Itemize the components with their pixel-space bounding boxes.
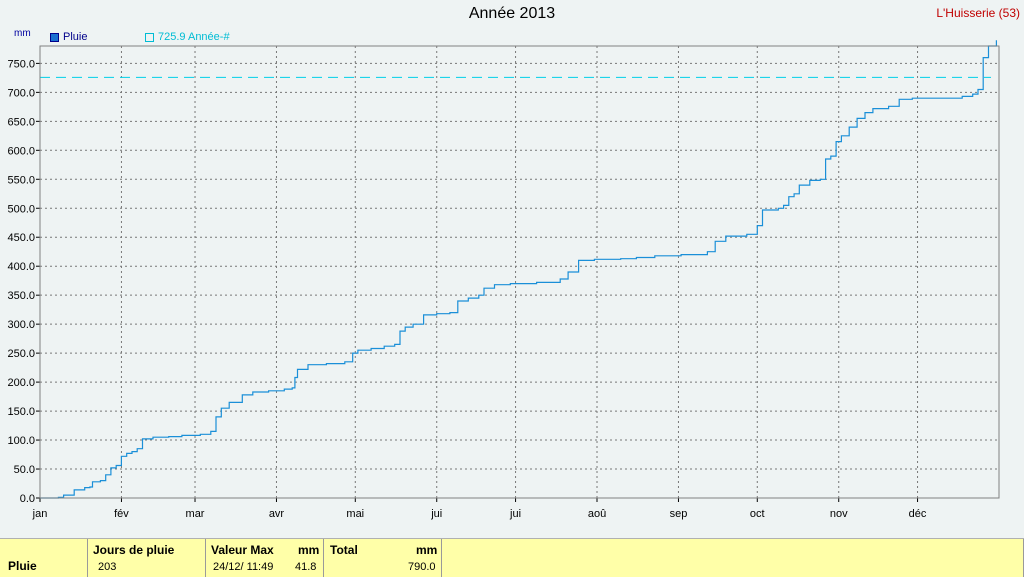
x-tick-label: oct xyxy=(750,508,765,520)
cumulative-rain-chart: 0.0 50.0 100.0 150.0 200.0 250.0 300.0 350.0 400… xyxy=(7,40,1000,520)
x-tick-label: fév xyxy=(114,508,129,520)
y-tick-label: 450.0 xyxy=(7,232,35,244)
total-unit: mm xyxy=(416,543,438,557)
y-tick-label: 50.0 xyxy=(14,464,35,476)
y-tick-label: 250.0 xyxy=(7,348,35,360)
max-header: Valeur Max xyxy=(211,543,274,557)
legend-average[interactable]: 725.9 Année-# xyxy=(145,31,230,43)
legend-average-label: 725.9 Année-# xyxy=(158,31,230,43)
summary-row-label-cell: Pluie xyxy=(0,539,88,577)
y-tick-label: 500.0 xyxy=(7,203,35,215)
series-layer xyxy=(40,40,997,499)
y-tick-label: 600.0 xyxy=(7,145,35,157)
summary-row-label: Pluie xyxy=(8,559,37,573)
y-tick-label: 300.0 xyxy=(7,319,35,331)
legend-rain[interactable]: Pluie xyxy=(50,31,87,43)
x-tick-label: sep xyxy=(670,508,688,520)
plot-area xyxy=(39,45,1000,499)
y-tick-label: 350.0 xyxy=(7,290,35,302)
y-tick-label: 750.0 xyxy=(7,58,35,70)
y-tick-label: 0.0 xyxy=(20,493,35,505)
days-value: 203 xyxy=(98,561,117,573)
total-cell: Total mm 790.0 xyxy=(324,539,442,577)
x-tick-labels: jan fév mar avr mai jui jui aoû sep oct nov déc xyxy=(32,498,927,520)
x-tick-label: avr xyxy=(269,508,285,520)
legend-rain-label: Pluie xyxy=(63,31,88,43)
y-tick-label: 700.0 xyxy=(7,87,35,99)
y-tick-label: 650.0 xyxy=(7,116,35,128)
max-cell: Valeur Max mm 24/12/ 11:49 41.8 xyxy=(206,539,324,577)
rain-cumulative-line xyxy=(40,40,997,499)
summary-bar: Pluie Jours de pluie 203 Valeur Max mm 2… xyxy=(0,538,1024,577)
x-tick-label: mar xyxy=(186,508,205,520)
total-value: 790.0 xyxy=(408,561,436,573)
x-tick-label: nov xyxy=(830,508,848,520)
y-unit-label: mm xyxy=(14,28,31,39)
y-tick-label: 150.0 xyxy=(7,406,35,418)
days-cell: Jours de pluie 203 xyxy=(88,539,206,577)
y-tick-label: 200.0 xyxy=(7,377,35,389)
max-date: 24/12/ 11:49 xyxy=(213,561,274,573)
x-tick-label: mai xyxy=(346,508,364,520)
y-tick-labels: 0.0 50.0 100.0 150.0 200.0 250.0 300.0 350.0 400… xyxy=(7,58,40,505)
chart-title: Année 2013 xyxy=(468,5,556,22)
x-tick-label: jan xyxy=(32,508,48,520)
station-name: L'Huisserie (53) xyxy=(936,6,1020,20)
x-tick-label: déc xyxy=(909,508,927,520)
y-tick-label: 400.0 xyxy=(7,261,35,273)
total-header: Total xyxy=(330,543,358,557)
grid-lines xyxy=(40,46,999,498)
x-tick-label: jui xyxy=(509,508,521,520)
average-swatch-icon xyxy=(145,32,154,42)
max-unit: mm xyxy=(298,543,320,557)
y-tick-label: 550.0 xyxy=(7,174,35,186)
max-value: 41.8 xyxy=(295,561,317,573)
x-tick-label: aoû xyxy=(588,508,606,520)
rain-swatch-icon xyxy=(50,32,59,42)
y-tick-label: 100.0 xyxy=(7,435,35,447)
days-header: Jours de pluie xyxy=(93,543,175,557)
x-tick-label: jui xyxy=(430,508,442,520)
